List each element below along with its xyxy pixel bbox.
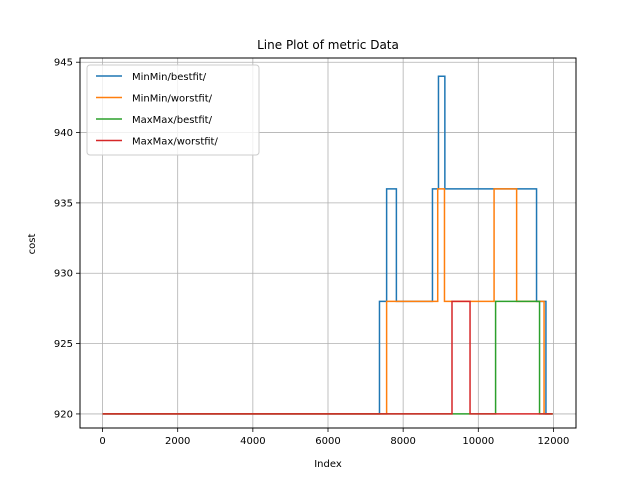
legend-box [86, 64, 260, 156]
x-tick-label: 8000 [390, 436, 415, 447]
y-tick-label: 920 [54, 409, 73, 420]
legend-label: MinMin/worstfit/ [132, 94, 213, 105]
series-line [102, 300, 553, 415]
series-layer [102, 75, 553, 415]
y-tick-label: 945 [54, 58, 73, 69]
y-axis: 920 925 930 935 940 945 [54, 58, 80, 420]
legend: MinMin/bestfit/MinMin/worstfit/MaxMax/be… [86, 64, 260, 156]
legend-label: MaxMax/bestfit/ [132, 115, 213, 126]
x-tick-label: 0 [99, 436, 105, 447]
legend-label: MinMin/bestfit/ [132, 72, 207, 83]
y-tick-label: 930 [54, 269, 73, 280]
y-tick-label: 925 [54, 339, 73, 350]
y-axis-label: cost [27, 234, 38, 255]
y-tick-label: 940 [54, 128, 73, 139]
x-tick-label: 6000 [315, 436, 340, 447]
x-axis-label: Index [314, 459, 342, 470]
y-tick-label: 935 [54, 198, 73, 209]
x-axis: 0 2000 4000 6000 8000 10000 12000 [99, 428, 569, 447]
x-tick-label: 4000 [240, 436, 265, 447]
x-tick-label: 2000 [165, 436, 190, 447]
legend-label: MaxMax/worstfit/ [132, 137, 218, 148]
x-tick-label: 10000 [462, 436, 494, 447]
chart-title: Line Plot of metric Data [257, 38, 399, 52]
x-tick-label: 12000 [538, 436, 570, 447]
